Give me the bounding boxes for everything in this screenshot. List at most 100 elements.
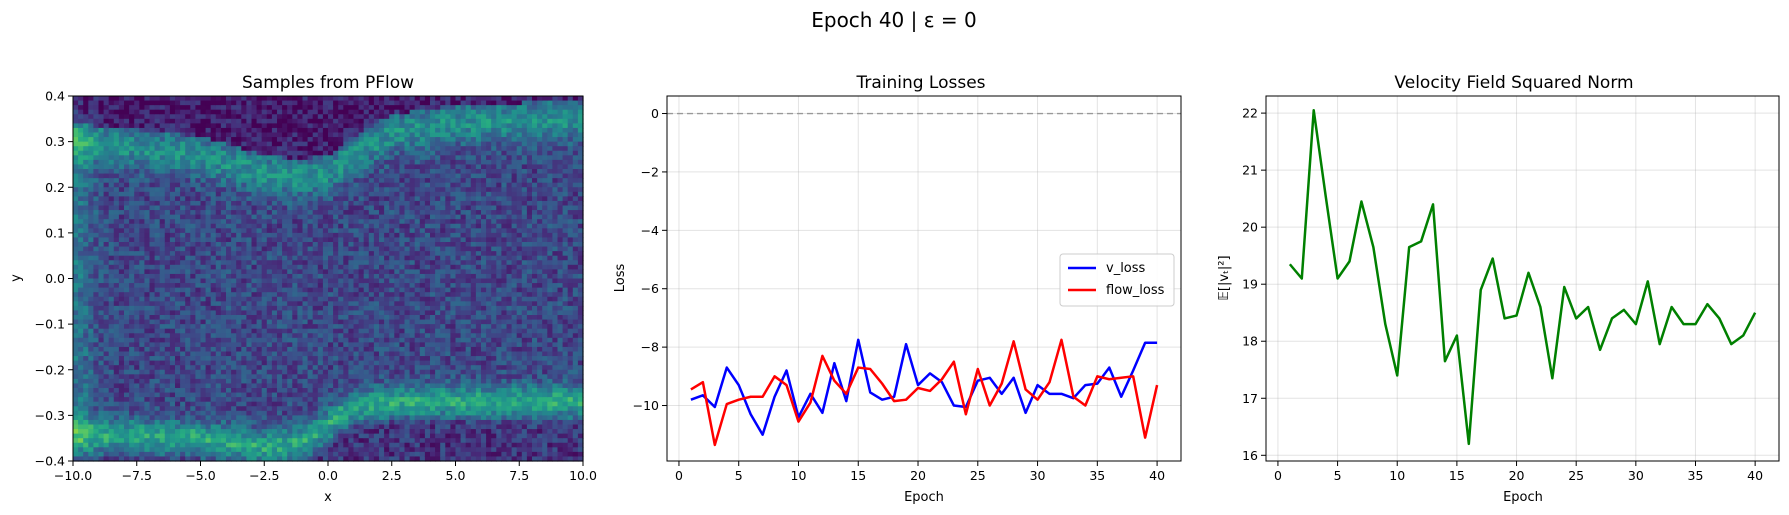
heatmap-cell [154, 273, 161, 280]
heatmap-cell [292, 342, 298, 348]
heatmap-cell [154, 365, 161, 371]
heatmap-cell [328, 155, 334, 161]
heatmap-cell [307, 210, 314, 216]
heatmap-cell [368, 433, 375, 439]
heatmap-cell [195, 383, 202, 389]
heatmap-cell [292, 269, 298, 275]
heatmap-cell [343, 310, 349, 316]
heatmap-cell [180, 269, 186, 275]
heatmap-cell [180, 237, 186, 243]
heatmap-cell [185, 219, 191, 225]
heatmap-cell [108, 315, 115, 321]
heatmap-cell [348, 109, 355, 115]
heatmap-cell [246, 187, 253, 193]
heatmap-cell [144, 237, 151, 243]
heatmap-cell [215, 324, 222, 330]
heatmap-cell [226, 365, 232, 371]
heatmap-cell [317, 237, 324, 243]
heatmap-cell [139, 406, 145, 412]
heatmap-cell [180, 146, 186, 152]
heatmap-cell [124, 109, 130, 115]
heatmap-cell [358, 118, 365, 124]
heatmap-cell [312, 109, 319, 115]
heatmap-cell [246, 360, 253, 366]
heatmap-cell [246, 388, 253, 394]
heatmap-cell [282, 169, 288, 175]
heatmap-cell [180, 96, 186, 102]
heatmap-cell [129, 141, 135, 147]
heatmap-cell [73, 169, 79, 175]
heatmap-cell [129, 187, 135, 193]
heatmap-cell [231, 429, 237, 435]
heatmap-cell [389, 251, 395, 257]
heatmap-cell [277, 319, 283, 325]
heatmap-cell [98, 137, 105, 143]
heatmap-cell [108, 401, 115, 407]
heatmap-cell [338, 100, 344, 106]
heatmap-cell [134, 333, 140, 339]
heatmap-cell [271, 392, 278, 398]
heatmap-cell [144, 369, 151, 375]
heatmap-cell [307, 232, 314, 239]
heatmap-cell [287, 438, 293, 444]
heatmap-cell [251, 438, 258, 444]
heatmap-cell [251, 346, 258, 353]
heatmap-cell [98, 301, 105, 307]
heatmap-cell [297, 383, 304, 389]
heatmap-cell [215, 451, 222, 458]
heatmap-cell [118, 346, 125, 353]
heatmap-cell [78, 415, 84, 421]
heatmap-cell [353, 406, 360, 412]
heatmap-cell [139, 214, 145, 220]
heatmap-cell [149, 296, 156, 302]
heatmap-cell [88, 118, 94, 124]
heatmap-cell [312, 283, 319, 289]
heatmap-cell [113, 132, 120, 138]
heatmap-cell [277, 442, 283, 448]
heatmap-cell [312, 383, 319, 389]
heatmap-cell [169, 173, 176, 179]
heatmap-cell [322, 328, 329, 334]
heatmap-cell [368, 287, 375, 293]
heatmap-cell [333, 118, 339, 124]
heatmap-cell [261, 324, 268, 330]
heatmap-cell [353, 269, 360, 275]
heatmap-cell [205, 123, 212, 129]
heatmap-cell [220, 260, 227, 266]
heatmap-cell [103, 292, 110, 298]
heatmap-cell [368, 210, 375, 216]
heatmap-cell [251, 356, 258, 362]
heatmap-cell [368, 159, 375, 166]
heatmap-cell [159, 438, 166, 444]
heatmap-cell [129, 196, 135, 202]
heatmap-cell [118, 210, 125, 216]
heatmap-cell [287, 296, 293, 302]
heatmap-cell [83, 141, 89, 147]
heatmap-cell [246, 305, 253, 312]
heatmap-cell [256, 415, 263, 421]
heatmap-cell [277, 219, 283, 225]
heatmap-cell [195, 159, 202, 166]
heatmap-cell [231, 210, 237, 216]
heatmap-cell [226, 438, 232, 444]
heatmap-cell [256, 100, 263, 106]
heatmap-cell [103, 433, 110, 439]
heatmap-cell [220, 401, 227, 407]
heatmap-cell [231, 456, 237, 462]
heatmap-cell [149, 169, 156, 175]
heatmap-cell [108, 356, 115, 362]
heatmap-cell [297, 360, 304, 366]
heatmap-cell [185, 228, 191, 234]
heatmap-cell [241, 109, 247, 115]
heatmap-cell [210, 141, 217, 147]
heatmap-cell [348, 328, 355, 334]
heatmap-cell [226, 429, 232, 435]
heatmap-cell [129, 205, 135, 211]
heatmap-cell [256, 319, 263, 325]
heatmap-cell [215, 351, 222, 357]
heatmap-cell [358, 301, 365, 307]
heatmap-cell [241, 429, 247, 435]
heatmap-cell [220, 132, 227, 138]
heatmap-cell [302, 419, 309, 426]
heatmap-cell [292, 278, 298, 284]
